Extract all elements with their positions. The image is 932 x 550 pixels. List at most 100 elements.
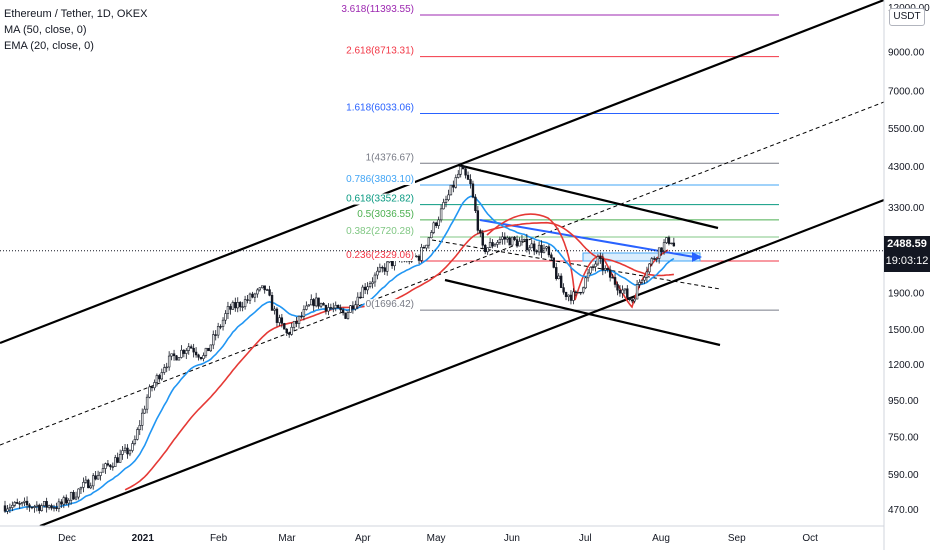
price-tick-label: 590.00 xyxy=(888,470,919,481)
candle-body xyxy=(165,366,168,369)
currency-badge[interactable]: USDT xyxy=(889,8,925,26)
candle-body xyxy=(13,502,16,506)
fib-label-bg xyxy=(340,4,415,16)
candle-body xyxy=(466,174,470,180)
ema-indicator-label[interactable]: EMA (20, close, 0) xyxy=(4,40,94,52)
candle-body xyxy=(92,475,95,487)
candle-body xyxy=(535,250,538,253)
candle-body xyxy=(148,386,151,398)
candle-body xyxy=(38,504,41,511)
candle-body xyxy=(246,299,249,301)
fib-level-label: 2.618(8713.31) xyxy=(346,46,414,57)
candle-body xyxy=(584,277,587,289)
candle-body xyxy=(52,507,56,509)
candle-body xyxy=(373,274,377,283)
candle-body xyxy=(532,243,536,252)
candle-body xyxy=(327,307,330,312)
candle-body xyxy=(263,285,266,291)
price-tick-label: 3300.00 xyxy=(888,203,925,214)
candle-body xyxy=(670,242,673,245)
fib-level-label: 0.618(3352.82) xyxy=(346,194,414,205)
channel-upper-line xyxy=(0,0,884,345)
candle-body xyxy=(47,505,51,508)
arrow-head xyxy=(692,252,702,262)
candle-body xyxy=(589,267,592,274)
candle-body xyxy=(18,503,21,505)
candle-body xyxy=(248,293,252,301)
candle-body xyxy=(665,237,668,244)
candle-body xyxy=(552,257,556,268)
candle-body xyxy=(214,334,217,336)
candle-body xyxy=(172,353,176,357)
candle-body xyxy=(243,299,247,308)
fib-label-bg xyxy=(345,250,415,262)
candle-body xyxy=(618,289,622,294)
candle-body xyxy=(523,238,526,241)
candle-body xyxy=(319,303,323,307)
candle-body xyxy=(496,242,499,245)
candle-body xyxy=(99,471,102,476)
plot-area xyxy=(0,0,884,526)
candle-body xyxy=(437,219,440,226)
candle-body xyxy=(324,304,328,312)
candle-body xyxy=(635,284,639,300)
candle-body xyxy=(657,247,661,259)
time-tick-label: 2021 xyxy=(132,533,155,544)
candle-body xyxy=(273,308,276,311)
fib-label-bg xyxy=(345,174,415,186)
candle-body xyxy=(648,263,651,273)
candle-body xyxy=(216,326,220,336)
time-tick-label: Feb xyxy=(210,533,228,544)
symbol-title[interactable]: Ethereum / Tether, 1D, OKEX xyxy=(4,8,148,20)
candle-body xyxy=(40,505,43,511)
candle-body xyxy=(454,177,457,188)
fib-level-label: 0.786(3803.10) xyxy=(346,174,414,185)
candle-body xyxy=(354,304,357,310)
candle-body xyxy=(307,304,310,307)
ma-indicator-label[interactable]: MA (50, close, 0) xyxy=(4,24,87,36)
fibonacci-levels xyxy=(420,14,779,311)
candle-body xyxy=(630,299,634,302)
candle-body xyxy=(241,306,244,308)
candle-body xyxy=(190,346,193,349)
candle-body xyxy=(239,302,242,308)
candle-body xyxy=(515,239,519,247)
candle-body xyxy=(65,497,68,504)
candle-body xyxy=(653,258,656,260)
candle-body xyxy=(305,305,308,310)
price-tick-label: 1500.00 xyxy=(888,325,925,336)
candle-body xyxy=(655,258,658,260)
time-tick-label: Apr xyxy=(355,533,371,544)
candle-body xyxy=(300,315,303,318)
candle-body xyxy=(60,501,63,505)
candle-body xyxy=(138,425,141,430)
candle-body xyxy=(469,179,472,185)
candle-body xyxy=(439,208,443,221)
candle-body xyxy=(268,289,271,296)
candle-body xyxy=(236,302,239,309)
candle-body xyxy=(150,386,154,389)
time-tick-label: Aug xyxy=(652,533,670,544)
candle-body xyxy=(121,450,124,455)
candle-body xyxy=(417,255,421,261)
candle-body xyxy=(577,291,580,294)
candle-body xyxy=(136,429,139,440)
candle-body xyxy=(662,242,666,252)
candle-body xyxy=(628,297,631,301)
candle-body xyxy=(204,347,208,356)
candle-body xyxy=(349,305,352,313)
candle-body xyxy=(143,408,146,414)
fib-label-bg xyxy=(364,299,415,311)
candle-body xyxy=(30,506,34,509)
candle-body xyxy=(278,317,281,323)
candle-body xyxy=(35,504,39,507)
candle-body xyxy=(163,367,166,373)
fib-label-bg xyxy=(345,45,415,57)
channel-lower-line xyxy=(39,198,884,526)
candle-body xyxy=(145,396,149,410)
fib-label-bg xyxy=(345,193,415,205)
candle-body xyxy=(234,302,237,309)
candle-body xyxy=(106,463,110,466)
